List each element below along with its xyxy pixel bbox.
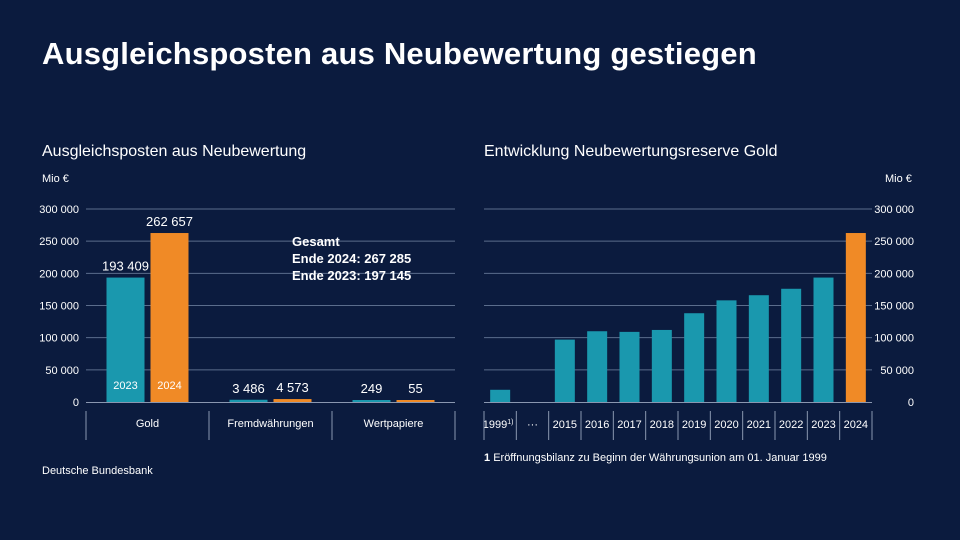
right-bar-2024 [845,233,866,402]
left-y-tick-label: 250 000 [39,236,79,248]
left-gridlines [86,208,455,371]
right-year-label: 2024 [844,419,868,431]
left-bar-wertpapiere-2024 [396,400,435,402]
right-bar-2018 [651,329,672,402]
right-y-tick-label: 300 000 [874,204,914,216]
right-gridlines [484,208,872,371]
source-label: Deutsche Bundesbank [42,465,153,477]
total-annotation: Gesamt Ende 2024: 267 285 Ende 2023: 197… [292,233,411,284]
left-bar-gold-2023 [106,277,145,402]
right-x-axis: 19991) ··· 2015 2016 2017 2018 2019 2020 2021 202… [483,402,873,440]
right-y-tick-label: 0 [908,397,914,409]
right-bar-1999 [490,389,511,402]
left-bar-fremdwährungen-2023 [229,399,268,402]
right-y-ticks: 0 50 000 100 000 150 000 200 000 250 000 300 0… [874,204,914,409]
right-year-label: 2022 [779,419,803,431]
left-data-label: 4 573 [276,380,309,395]
total-annotation-heading: Gesamt [292,234,340,249]
right-bar-2021 [748,295,769,402]
left-y-tick-label: 200 000 [39,268,79,280]
right-year-label: 2019 [682,419,706,431]
right-bar-2022 [781,288,802,402]
left-data-label: 3 486 [232,381,265,396]
left-y-tick-label: 150 000 [39,301,79,313]
left-y-tick-label: 300 000 [39,204,79,216]
footnote-number: 1 [484,452,491,464]
right-y-tick-label: 50 000 [880,365,914,377]
left-y-tick-label: 50 000 [45,365,79,377]
right-unit-label: Mio € [885,173,912,185]
right-year-label: 2021 [747,419,771,431]
right-y-tick-label: 150 000 [874,301,914,313]
left-bar-gold-2024 [150,233,189,402]
right-year-label: 2016 [585,419,609,431]
right-bar-2015 [554,339,575,402]
footnote-text: Eröffnungsbilanz zu Beginn der Währungsu… [493,452,827,464]
right-year-label: 2017 [617,419,641,431]
left-chart-title: Ausgleichsposten aus Neubewertung [42,143,307,160]
left-bar-year-label: 2023 [113,380,137,392]
left-unit-label: Mio € [42,173,69,185]
right-bar-2016 [587,331,608,402]
slide-title: Ausgleichsposten aus Neubewertung gestie… [42,36,757,71]
total-annotation-2023: Ende 2023: 197 145 [292,268,412,283]
right-year-label: ··· [527,419,538,431]
left-bars: 193 409 2023 262 657 2024 3 486 4 573 249 55 [102,214,435,402]
right-chart-title: Entwicklung Neubewertungsreserve Gold [484,143,778,160]
right-year-label: 2020 [714,419,738,431]
left-bar-year-label: 2024 [157,380,181,392]
right-bar-2019 [684,313,705,402]
footnote-marker: 1) [507,419,513,426]
right-year-label: 2023 [811,419,835,431]
right-y-tick-label: 250 000 [874,236,914,248]
right-year-label: 2018 [650,419,674,431]
left-x-axis: Gold Fremdwährungen Wertpapiere [85,402,456,440]
left-data-label: 249 [361,381,383,396]
left-bar-wertpapiere-2023 [352,400,391,402]
right-year-label: 2015 [553,419,577,431]
right-bar-2023 [813,277,834,402]
right-y-tick-label: 100 000 [874,333,914,345]
left-y-ticks: 0 50 000 100 000 150 000 200 000 250 000 300 0… [39,204,79,409]
right-y-tick-label: 200 000 [874,268,914,280]
footnote: 1 Eröffnungsbilanz zu Beginn der Währung… [484,452,827,464]
right-bar-2020 [716,300,737,402]
right-year-label: 19991) [483,419,514,431]
left-data-label: 193 409 [102,259,149,274]
total-annotation-2024: Ende 2024: 267 285 [292,251,412,266]
left-category-label: Wertpapiere [364,418,424,430]
left-category-label: Fremdwährungen [227,418,313,430]
left-category-label: Gold [136,418,159,430]
right-bars [490,233,866,402]
left-data-label: 55 [408,381,422,396]
left-data-label: 262 657 [146,214,193,229]
right-bar-2017 [619,331,640,402]
left-y-tick-label: 100 000 [39,333,79,345]
left-y-tick-label: 0 [73,397,79,409]
left-bar-fremdwährungen-2024 [273,399,312,402]
